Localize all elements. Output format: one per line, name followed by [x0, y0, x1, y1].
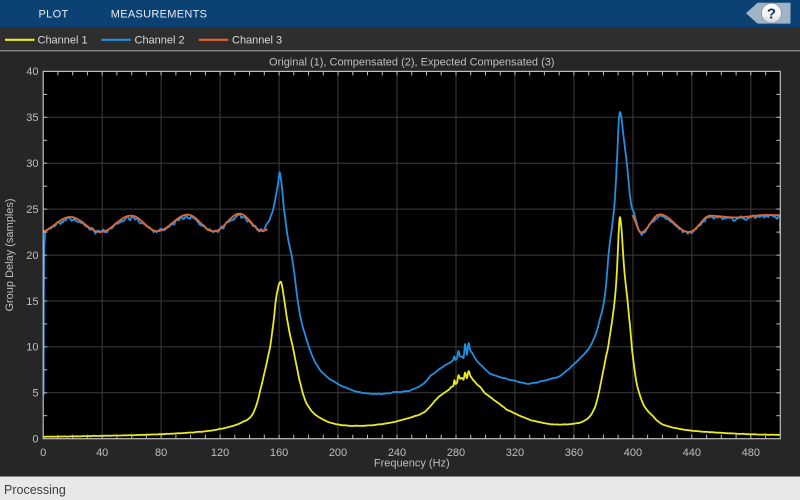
svg-text:0: 0 — [32, 434, 38, 446]
svg-text:Group Delay (samples): Group Delay (samples) — [4, 198, 16, 311]
svg-text:80: 80 — [155, 447, 167, 459]
svg-text:320: 320 — [506, 447, 524, 459]
svg-text:30: 30 — [26, 158, 38, 170]
svg-text:25: 25 — [26, 204, 38, 216]
svg-text:Original (1), Compensated (2),: Original (1), Compensated (2), Expected … — [269, 57, 555, 69]
svg-text:440: 440 — [683, 447, 701, 459]
svg-text:120: 120 — [211, 447, 229, 459]
svg-text:160: 160 — [270, 447, 288, 459]
svg-text:Channel 1: Channel 1 — [38, 35, 88, 47]
svg-text:15: 15 — [26, 296, 38, 308]
svg-text:Frequency (Hz): Frequency (Hz) — [374, 458, 450, 470]
svg-text:PLOT: PLOT — [39, 9, 69, 21]
svg-text:40: 40 — [96, 447, 108, 459]
svg-text:35: 35 — [26, 112, 38, 124]
svg-text:240: 240 — [388, 447, 406, 459]
svg-text:400: 400 — [624, 447, 642, 459]
svg-text:Processing: Processing — [4, 483, 66, 497]
svg-text:40: 40 — [26, 66, 38, 78]
svg-text:?: ? — [767, 6, 776, 23]
svg-text:Channel 2: Channel 2 — [135, 35, 185, 47]
svg-text:5: 5 — [32, 388, 38, 400]
svg-text:0: 0 — [40, 447, 46, 459]
svg-text:200: 200 — [329, 447, 347, 459]
svg-text:20: 20 — [26, 250, 38, 262]
svg-text:280: 280 — [447, 447, 465, 459]
svg-text:480: 480 — [742, 447, 760, 459]
svg-text:360: 360 — [565, 447, 583, 459]
svg-text:MEASUREMENTS: MEASUREMENTS — [111, 9, 208, 21]
svg-text:Channel 3: Channel 3 — [232, 35, 282, 47]
svg-text:10: 10 — [26, 342, 38, 354]
